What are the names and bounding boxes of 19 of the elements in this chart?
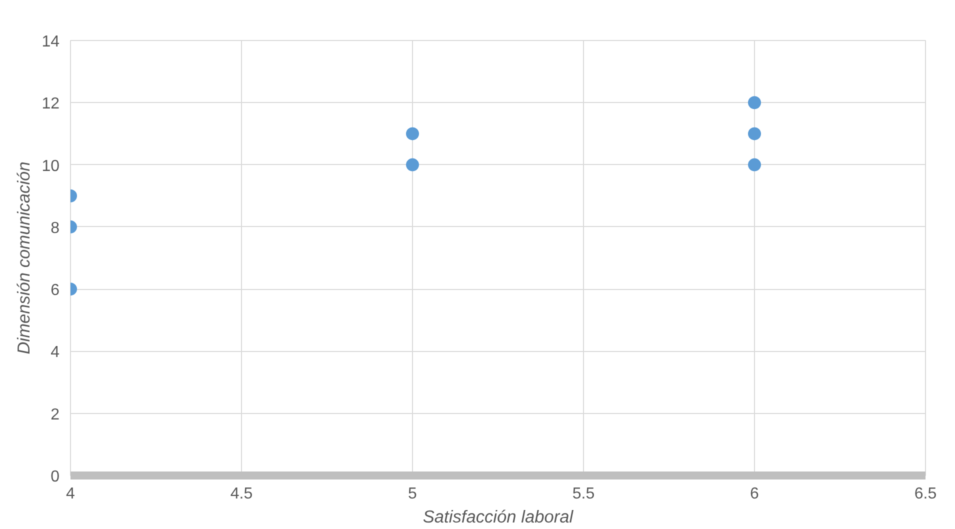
x-tick-label: 5 [408, 486, 418, 502]
y-tick-label: 6 [50, 282, 60, 300]
x-axis-title: Satisfacción laboral [422, 506, 574, 526]
x-tick-label: 4.5 [230, 486, 253, 502]
point [748, 158, 761, 172]
y-tick-label: 10 [42, 158, 60, 175]
y-tick-label: 8 [50, 220, 60, 237]
point [748, 127, 761, 140]
y-tick-label: 4 [50, 344, 60, 362]
x-tick-label: 4 [66, 486, 76, 502]
y-tick-label: 12 [42, 96, 60, 113]
y-tick-label: 14 [42, 34, 60, 50]
point [748, 96, 761, 110]
y-tick-label: 0 [50, 468, 60, 486]
x-tick-label: 6 [750, 486, 760, 502]
y-tick-label: 2 [50, 406, 60, 424]
x-tick-label: 6.5 [914, 486, 937, 502]
y-axis-title: Dimensión comunicación [14, 162, 34, 354]
x-tick-label: 5.5 [572, 486, 595, 502]
